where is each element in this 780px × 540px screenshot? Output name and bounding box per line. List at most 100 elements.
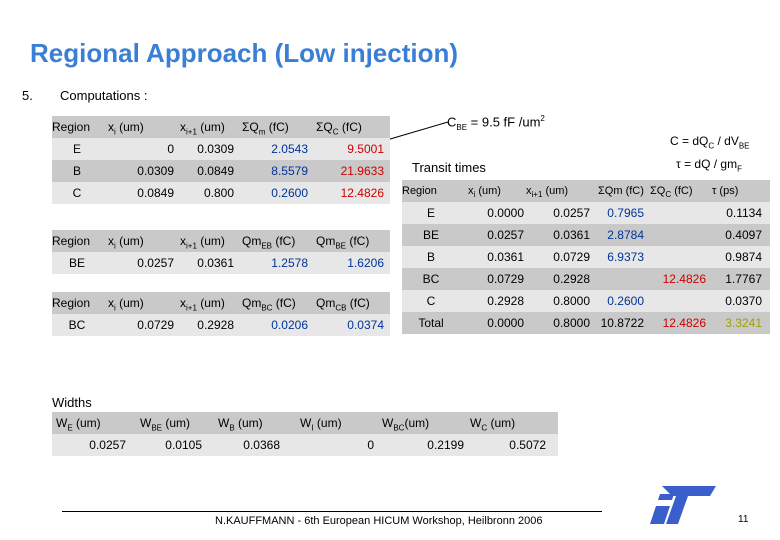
table4-cell: 12.4826 [662,272,706,286]
table4-cell: 0.9874 [725,250,762,264]
widths-value-bc: 0.2199 [427,438,464,452]
table2-cell: BE [68,256,85,270]
widths-value-be: 0.0105 [165,438,202,452]
widths-header-bc: WBC(um) [382,416,430,433]
table4-cell: 0.0000 [487,206,524,220]
tau-formula: τ = dQ / gmF [676,157,742,174]
table4-cell: BE [422,228,439,242]
table1-cell: 21.9633 [340,164,384,178]
table4-cell: 0.1134 [726,206,762,220]
table3-header-2: xi+1 (um) [180,296,225,313]
table4-header-3: ΣQm (fC) [598,185,644,197]
section-title: Computations : [60,88,148,103]
table1-cell: 0.0309 [137,164,174,178]
table-row: 0.0257 0.0105 0.0368 0 0.2199 0.5072 [52,434,558,456]
table4-cell [598,268,644,290]
table4-cell: E [426,206,435,220]
footer-text: N.KAUFFMANN - 6th European HICUM Worksho… [215,515,543,527]
table1-cell: 0.800 [203,186,234,200]
table4-cell: 0.2928 [553,272,590,286]
table1-cell: E [72,142,81,156]
table4-cell: 6.9373 [607,250,644,264]
table1-cell: C [72,186,82,200]
table1-cell: 0.0309 [197,142,234,156]
table-row: BE 0.0257 0.0361 2.8784 0.4097 [402,224,770,246]
table3-cell: 0.0206 [271,318,308,332]
table-row: E 0.0000 0.0257 0.7965 0.1134 [402,202,770,224]
table3-header-0: Region [52,296,91,310]
table1-header-3: ΣQm (fC) [242,120,289,137]
footer-divider [62,511,602,512]
table-row: B 0.0361 0.0729 6.9373 0.9874 [402,246,770,268]
table4-cell: 10.8722 [600,316,644,330]
table-row: E 0 0.0309 2.0543 9.5001 [52,138,390,160]
table2-cell: 0.0361 [197,256,234,270]
table4-cell: 0.0257 [487,228,524,242]
table2-cell: 1.6206 [347,256,384,270]
table-row: C 0.0849 0.800 0.2600 12.4826 [52,182,390,204]
table4-cell [650,290,706,312]
table-row: C 0.2928 0.8000 0.2600 0.0370 [402,290,770,312]
table2-header-1: xi (um) [108,234,144,251]
table2-header-2: xi+1 (um) [180,234,225,251]
table3-header-3: QmBC (fC) [242,296,296,313]
transit-times-table: Region xi (um) xi+1 (um) ΣQm (fC) ΣQC (fC) τ … [402,180,770,334]
table1-cell: 9.5001 [347,142,384,156]
table1-header-1: xi (um) [108,120,144,137]
table4-header-5: τ (ps) [712,185,739,197]
table4-cell: 12.4826 [662,316,706,330]
table4-cell: 0.0370 [725,294,762,308]
table4-cell: Total [418,316,444,330]
table-row: BE 0.0257 0.0361 1.2578 1.6206 [52,252,390,274]
table-row: Total 0.0000 0.8000 10.8722 12.4826 3.3241 [402,312,770,334]
widths-header-b: WB (um) [218,416,263,433]
page-title: Regional Approach (Low injection) [30,38,459,68]
table3-cell: BC [68,318,86,332]
widths-value-i: 0 [367,438,374,452]
base-collector-table: Region xi (um) xi+1 (um) QmBC (fC) QmCB (fC)… [52,292,390,336]
widths-header-c: WC (um) [470,416,516,433]
table4-cell: 0.4097 [725,228,762,242]
table4-cell: 2.8784 [607,228,644,242]
table3-cell: 0.0729 [137,318,174,332]
table4-cell: 0.8000 [553,294,590,308]
table-row: BC 0.0729 0.2928 12.4826 1.7767 [402,268,770,290]
table2-header-3: QmEB (fC) [242,234,296,251]
table1-cell: 2.0543 [271,142,308,156]
table1-cell: 8.5579 [271,164,308,178]
widths-header-row: WE (um) WBE (um) WB (um) WI (um) WBC(um) WC (… [52,412,558,434]
table4-cell: 0.2928 [487,294,524,308]
table4-cell: 0.0257 [553,206,590,220]
table3-cell: 0.2928 [197,318,234,332]
table1-cell: 0.0849 [197,164,234,178]
widths-table: WE (um) WBE (um) WB (um) WI (um) WBC(um) WC (… [52,412,558,456]
table4-header-2: xi+1 (um) [526,185,569,200]
table3-header-4: QmCB (fC) [316,296,370,313]
table4-header-row: Region xi (um) xi+1 (um) ΣQm (fC) ΣQC (fC) τ … [402,180,770,202]
table2-header-0: Region [52,234,91,248]
table2-cell: 1.2578 [271,256,308,270]
table4-cell: 0.0729 [487,272,524,286]
table4-cell: 0.0729 [553,250,590,264]
table4-cell: 0.2600 [607,294,644,308]
table3-cell: 0.0374 [347,318,384,332]
table4-cell: C [426,294,436,308]
table3-header-row: Region xi (um) xi+1 (um) QmBC (fC) QmCB (fC) [52,292,390,314]
table3-header-1: xi (um) [108,296,144,313]
widths-value-e: 0.0257 [89,438,126,452]
table4-cell: 0.8000 [553,316,590,330]
table4-cell: 0.0361 [553,228,590,242]
table1-header-row: Region xi (um) xi+1 (um) ΣQm (fC) ΣQC (fC) [52,116,390,138]
table1-cell: 0.2600 [271,186,308,200]
table4-header-4: ΣQC (fC) [650,185,693,200]
table-row: B 0.0309 0.0849 8.5579 21.9633 [52,160,390,182]
widths-value-b: 0.0368 [243,438,280,452]
widths-label: Widths [52,395,92,410]
st-logo-icon [650,486,716,524]
table4-cell: 0.0361 [487,250,524,264]
table4-header-1: xi (um) [468,185,501,200]
page-number: 11 [738,514,749,525]
table4-cell [650,246,706,268]
table4-cell: 0.0000 [487,316,524,330]
table4-cell [650,224,706,246]
